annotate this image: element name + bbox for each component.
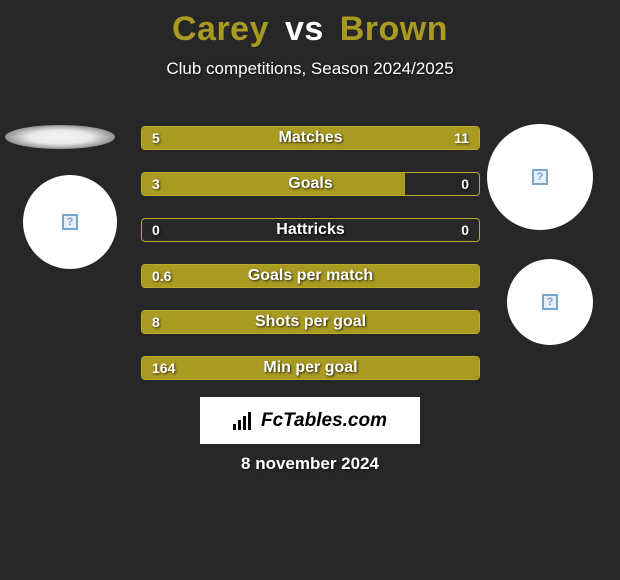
bar-label: Hattricks <box>276 221 344 239</box>
player1-avatar-circle: ? <box>23 175 117 269</box>
placeholder-icon: ? <box>542 294 558 310</box>
stat-bars-container: 5 11 Matches 3 0 Goals 0 0 Hattricks 0.6 Goals per… <box>141 126 480 402</box>
bar-value-left: 0 <box>152 222 160 238</box>
stat-bar-row: 164 Min per goal <box>141 356 480 380</box>
bar-value-right: 11 <box>454 130 469 146</box>
season-subtitle: Club competitions, Season 2024/2025 <box>0 59 620 79</box>
bar-fill-right <box>240 127 479 149</box>
date-text: 8 november 2024 <box>241 454 379 474</box>
placeholder-icon: ? <box>532 169 548 185</box>
player2-name: Brown <box>340 10 448 48</box>
player2-club-circle: ? <box>507 259 593 345</box>
bar-label: Matches <box>278 129 342 147</box>
stat-bar-row: 5 11 Matches <box>141 126 480 150</box>
placeholder-icon: ? <box>62 214 78 230</box>
bar-label: Min per goal <box>263 359 357 377</box>
bar-label: Shots per goal <box>255 313 366 331</box>
stat-bar-row: 8 Shots per goal <box>141 310 480 334</box>
bar-fill-left <box>142 173 405 195</box>
bar-value-left: 8 <box>152 314 160 330</box>
bar-value-left: 5 <box>152 130 160 146</box>
stat-bar-row: 3 0 Goals <box>141 172 480 196</box>
player2-avatar-circle: ? <box>487 124 593 230</box>
player1-shadow-ellipse <box>5 125 115 149</box>
stat-bar-row: 0 0 Hattricks <box>141 218 480 242</box>
bar-value-left: 164 <box>152 360 175 376</box>
bar-value-right: 0 <box>461 176 469 192</box>
comparison-title: Carey vs Brown <box>0 0 620 49</box>
vs-text: vs <box>285 10 324 48</box>
bar-chart-icon <box>233 412 255 430</box>
stat-bar-row: 0.6 Goals per match <box>141 264 480 288</box>
bar-label: Goals per match <box>248 267 373 285</box>
logo-text: FcTables.com <box>261 410 387 432</box>
fctables-logo: FcTables.com <box>200 397 420 444</box>
bar-label: Goals <box>288 175 332 193</box>
bar-value-left: 3 <box>152 176 160 192</box>
bar-value-left: 0.6 <box>152 268 171 284</box>
player1-name: Carey <box>172 10 269 48</box>
bar-value-right: 0 <box>461 222 469 238</box>
